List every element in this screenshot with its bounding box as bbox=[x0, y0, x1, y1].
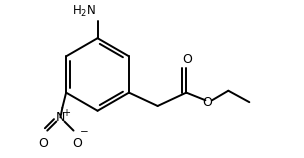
Text: O: O bbox=[182, 53, 192, 66]
Text: O: O bbox=[38, 137, 48, 150]
Text: −: − bbox=[80, 127, 89, 137]
Text: O: O bbox=[73, 137, 82, 150]
Text: +: + bbox=[62, 108, 70, 118]
Text: N: N bbox=[56, 111, 65, 124]
Text: H$_2$N: H$_2$N bbox=[71, 4, 96, 19]
Text: O: O bbox=[202, 96, 212, 109]
